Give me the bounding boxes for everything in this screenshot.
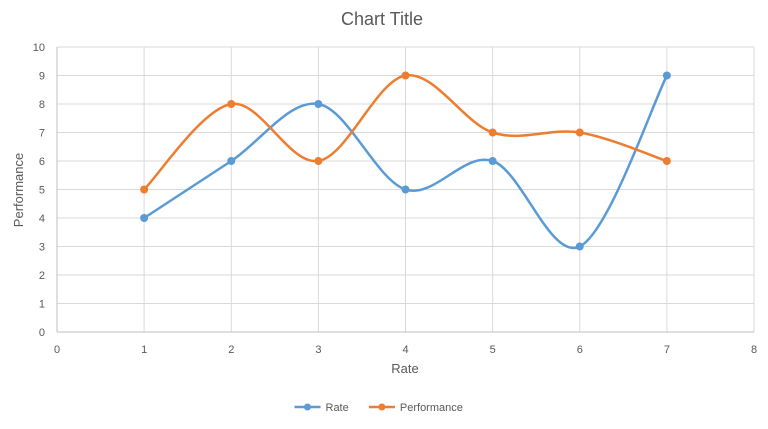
y-tick-label: 10 [33,42,45,54]
x-tick-label: 8 [751,344,757,356]
legend-label-rate: Rate [326,402,349,414]
y-tick-label: 8 [39,99,45,111]
y-axis-label: Performance [11,153,26,227]
y-tick-label: 2 [39,270,45,282]
x-tick-label: 1 [141,344,147,356]
data-point-rate [662,71,671,80]
data-point-performance [662,157,671,165]
data-point-performance [401,71,410,80]
y-tick-label: 3 [39,242,45,254]
x-tick-label: 0 [54,344,60,356]
x-tick-label: 2 [228,344,234,356]
data-point-rate [575,242,584,251]
data-point-performance [227,100,236,108]
x-tick-label: 6 [577,344,583,356]
data-point-performance [575,128,584,137]
y-tick-label: 7 [39,128,45,140]
data-point-performance [314,157,323,165]
legend: Rate Performance [294,402,463,414]
legend-swatch-marker-rate [304,403,311,411]
legend-label-performance: Performance [400,402,463,414]
data-point-rate [314,100,323,108]
series-group [140,71,671,251]
x-tick-label: 7 [664,344,670,356]
data-point-rate [140,214,149,222]
y-tick-label: 9 [39,71,45,83]
y-tick-label: 5 [39,185,45,197]
x-tick-label: 4 [402,344,408,356]
y-tick-label: 0 [39,327,45,339]
data-point-rate [488,157,497,165]
data-point-performance [140,185,149,194]
x-tick-label: 5 [490,344,496,356]
data-point-performance [488,128,497,137]
y-tick-label: 4 [39,213,45,225]
axes: 0 1 2 3 4 5 6 7 8 0 1 2 3 4 5 6 7 8 9 10 [33,42,757,356]
chart-title: Chart Title [341,9,423,29]
data-point-rate [401,185,410,194]
x-axis-label: Rate [391,361,418,376]
y-tick-label: 1 [39,299,45,311]
data-point-rate [227,157,236,165]
y-tick-label: 6 [39,156,45,168]
legend-swatch-marker-performance [378,403,386,411]
gridlines [56,46,755,333]
x-tick-label: 3 [315,344,321,356]
